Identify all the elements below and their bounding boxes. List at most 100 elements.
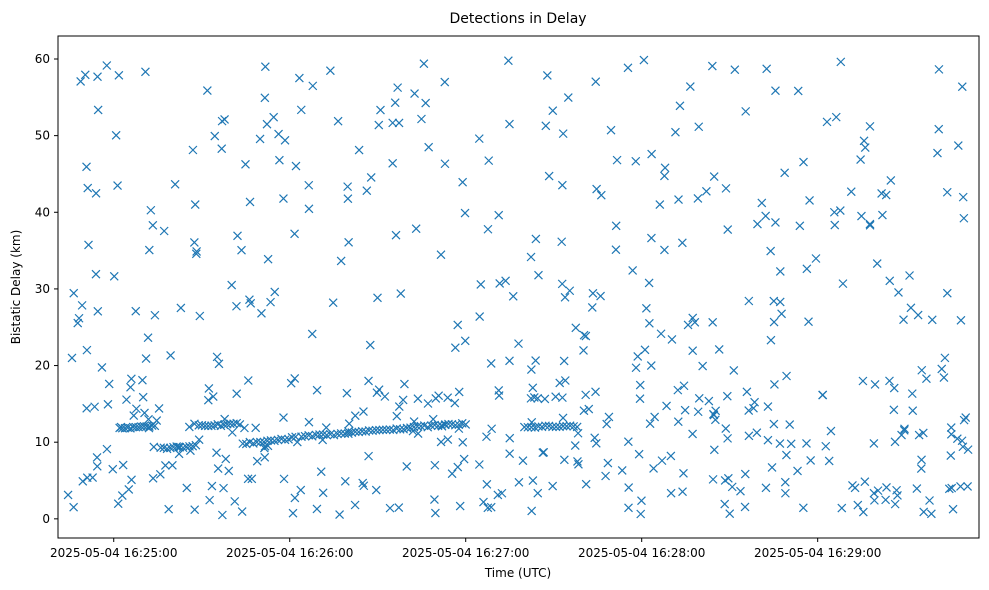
data-point	[518, 456, 528, 466]
data-point	[679, 468, 688, 478]
data-point	[942, 288, 952, 298]
data-point	[959, 213, 969, 223]
data-point	[721, 424, 731, 434]
data-point	[660, 245, 669, 255]
data-point	[811, 254, 821, 263]
data-point	[191, 440, 201, 450]
data-point	[698, 361, 708, 371]
data-point	[321, 423, 331, 432]
data-point	[146, 205, 156, 215]
data-point	[188, 145, 198, 155]
data-point	[835, 206, 845, 215]
data-point	[646, 361, 656, 370]
data-point	[798, 503, 808, 513]
data-point	[918, 428, 928, 438]
data-point	[565, 286, 575, 296]
data-point	[514, 477, 524, 487]
y-tick-label: 50	[35, 129, 50, 143]
plot-frame	[57, 35, 980, 539]
data-point	[818, 390, 828, 400]
data-point	[126, 423, 135, 433]
data-point	[873, 486, 883, 496]
data-point	[76, 77, 86, 86]
data-point	[74, 313, 84, 323]
data-point	[709, 172, 719, 181]
x-axis-title: Time (UTC)	[484, 566, 551, 580]
data-point	[262, 119, 272, 129]
data-point	[541, 121, 551, 131]
data-point	[508, 291, 518, 301]
data-point	[376, 105, 385, 115]
data-point	[757, 198, 767, 208]
data-point	[359, 481, 369, 491]
data-point	[538, 448, 548, 458]
data-point	[82, 345, 92, 355]
data-point	[195, 311, 205, 321]
data-point	[373, 293, 382, 303]
data-point	[483, 503, 493, 513]
data-point	[671, 127, 680, 137]
data-point	[200, 421, 210, 431]
data-point	[917, 365, 927, 375]
data-point	[102, 61, 112, 70]
data-point	[214, 359, 224, 369]
data-point	[829, 207, 839, 217]
data-point	[150, 421, 160, 431]
data-point	[934, 64, 944, 74]
data-point	[865, 220, 875, 230]
data-point	[657, 456, 667, 466]
data-point	[413, 394, 423, 404]
data-point	[90, 402, 100, 412]
data-point	[624, 483, 634, 493]
data-point	[260, 452, 270, 462]
data-point	[413, 429, 423, 438]
data-point	[894, 288, 903, 297]
data-point	[673, 417, 683, 427]
data-point	[426, 421, 436, 431]
data-point	[103, 399, 113, 409]
data-point	[645, 419, 655, 429]
data-point	[494, 210, 504, 220]
data-point	[82, 162, 91, 172]
data-point	[315, 430, 324, 440]
y-tick-label: 0	[42, 512, 50, 526]
data-point	[579, 406, 589, 416]
data-point	[708, 409, 718, 419]
data-point	[191, 249, 201, 259]
data-point	[241, 159, 250, 169]
data-point	[623, 437, 633, 447]
data-point	[245, 197, 255, 207]
data-point	[486, 502, 496, 512]
data-point	[232, 418, 242, 428]
data-point	[290, 493, 300, 503]
data-point	[213, 464, 223, 473]
y-axis-title: Bistatic Delay (km)	[9, 230, 23, 345]
data-point	[162, 444, 172, 454]
data-point	[831, 112, 841, 122]
data-point	[581, 390, 591, 400]
data-point	[311, 430, 321, 440]
data-point	[297, 432, 306, 442]
data-point	[821, 441, 831, 451]
data-point	[160, 461, 170, 470]
data-point	[217, 144, 227, 154]
plot-area	[63, 55, 973, 520]
data-point	[531, 234, 541, 244]
data-point	[411, 224, 421, 234]
data-point	[455, 501, 465, 511]
data-point	[562, 421, 572, 431]
data-point	[494, 391, 504, 401]
data-point	[569, 421, 579, 431]
data-point	[637, 496, 646, 506]
data-point	[294, 73, 304, 83]
x-tick-label: 2025-05-04 16:25:00	[50, 546, 177, 560]
data-point	[417, 114, 426, 124]
data-point	[219, 483, 228, 493]
data-point	[762, 64, 772, 74]
data-point	[704, 396, 714, 406]
data-point	[830, 220, 840, 230]
data-point	[501, 276, 511, 286]
data-point	[304, 180, 314, 190]
data-point	[247, 474, 257, 484]
data-point	[596, 190, 606, 200]
